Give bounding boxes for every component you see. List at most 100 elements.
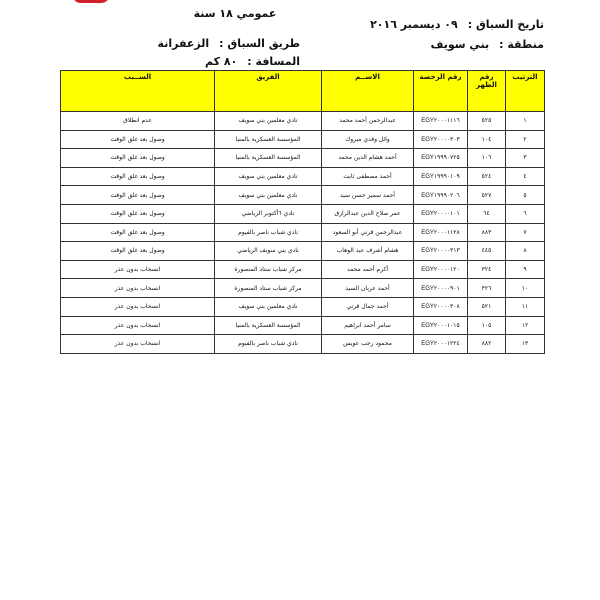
cell-rank: ١٢ (505, 315, 545, 336)
cell-team: نادي معلمين بني سويف (214, 166, 322, 187)
cell-reason: انسحاب بدون عذر (60, 334, 215, 354)
cell-reason: وصول بعد غلق الوقت (60, 148, 215, 168)
cell-bib-number: ٥٢٧ (467, 185, 506, 205)
route-label: طريق السباق : (219, 37, 300, 50)
page-title: عمومي ١٨ سنة (193, 7, 277, 20)
cell-name: أحمد سمير حسن سيد (321, 185, 414, 205)
cell-license-number: EGY٢٠٠٠٠٣٠٨ (413, 296, 468, 317)
column-header-team: الفريق (214, 70, 322, 112)
cell-bib-number: ٤٤٥ (467, 241, 506, 261)
table-row: ١ ٥٢٥ EGY٢٠٠٠١١١٦ عبدالرحمن أحمد محمد نادي م… (60, 111, 545, 131)
cell-team: نادي شباب ناصر بالفيوم (214, 334, 322, 354)
cell-name: محمود رجب عويس (321, 334, 414, 354)
cell-rank: ٩ (505, 259, 545, 280)
cell-team: نادي شباب ناصر بالفيوم (214, 222, 322, 243)
cell-license-number: EGY٢٠٠٠٠٩٠١ (413, 278, 468, 298)
cell-rank: ٢ (505, 129, 545, 150)
cell-bib-number: ٥٢٤ (467, 166, 506, 187)
race-date: تاريخ السباق : ٠٩ ديسمبر ٢٠١٦ (370, 18, 544, 31)
cell-team: نادي معلمين بني سويف (214, 296, 322, 317)
table-row: ١٢ ١٠٥ EGY٢٠٠٠١٠١٥ سامر أحمد ابراهيم المؤسسة… (60, 315, 545, 336)
cell-team: المؤسسة العسكرية بالمنيا (214, 129, 322, 150)
column-header-bib-number: رقم الظهر (467, 70, 506, 112)
cell-team: نادي ٦أكتوبر الرياضي (214, 203, 322, 224)
cell-bib-number: ٣٢٦ (467, 278, 506, 298)
cell-bib-number: ٣٢٤ (467, 259, 506, 280)
cell-bib-number: ١٠٥ (467, 315, 506, 336)
cell-license-number: EGY٢٠٠٠٠١٢٠ (413, 259, 468, 280)
cell-rank: ٥ (505, 185, 545, 205)
cell-team: المؤسسة العسكرية بالمنيا (214, 315, 322, 336)
cell-license-number: EGY٢٠٠٠١١١٦ (413, 111, 468, 131)
cell-reason: وصول بعد غلق الوقت (60, 129, 215, 150)
cell-rank: ٤ (505, 166, 545, 187)
table-row: ٩ ٣٢٤ EGY٢٠٠٠٠١٢٠ أكرم أحمد محمد مركز شباب س… (60, 259, 545, 280)
cell-rank: ١٠ (505, 278, 545, 298)
cell-rank: ١١ (505, 296, 545, 317)
cell-team: نادي بني سويف الرياضي (214, 241, 322, 261)
cell-name: أحمد هشام الدين محمد (321, 148, 414, 168)
cell-rank: ٦ (505, 203, 545, 224)
cell-reason: وصول بعد غلق الوقت (60, 241, 215, 261)
cell-rank: ٣ (505, 148, 545, 168)
region: منطقة : بني سويف (431, 38, 544, 51)
cell-reason: عدم انطلاق (60, 111, 215, 131)
cell-team: نادي معلمين بني سويف (214, 185, 322, 205)
cell-rank: ٧ (505, 222, 545, 243)
table-row: ٨ ٤٤٥ EGY٢٠٠٠٠٣١٣ هشام أشرف عبد الوهاب نادي … (60, 241, 545, 261)
cell-license-number: EGY١٩٩٩٠٧٢٥ (413, 148, 468, 168)
cell-rank: ١٣ (505, 334, 545, 354)
cell-name: أحمد مصطفى ثابت (321, 166, 414, 187)
distance-value: ٨٠ كم (205, 55, 238, 68)
route-value: الزعفرانة (157, 37, 210, 50)
table-row: ٣ ١٠٦ EGY١٩٩٩٠٧٢٥ أحمد هشام الدين محمد المؤس… (60, 148, 545, 168)
cell-license-number: EGY١٩٩٩٠٢٠٦ (413, 185, 468, 205)
region-label: منطقة : (499, 38, 544, 51)
cell-bib-number: ٥٢١ (467, 296, 506, 317)
cell-license-number: EGY٢٠٠٠٠٣٠٣ (413, 129, 468, 150)
logo (72, 0, 110, 3)
cell-bib-number: ١٠٦ (467, 148, 506, 168)
cell-team: المؤسسة العسكرية بالمنيا (214, 148, 322, 168)
cell-bib-number: ١٠٤ (467, 129, 506, 150)
cell-name: سامر أحمد ابراهيم (321, 315, 414, 336)
cell-license-number: EGY٢٠٠٠٠٣١٣ (413, 241, 468, 261)
cell-reason: انسحاب بدون عذر (60, 278, 215, 298)
cell-license-number: EGY٢٠٠٠١٢٢٤ (413, 334, 468, 354)
table-row: ٤ ٥٢٤ EGY١٩٩٩٠١٠٩ أحمد مصطفى ثابت نادي معلمي… (60, 166, 545, 187)
cell-reason: وصول بعد غلق الوقت (60, 185, 215, 205)
cell-rank: ١ (505, 111, 545, 131)
cell-name: عبدالرحمن أحمد محمد (321, 111, 414, 131)
cell-name: أحمد جمال قرني (321, 296, 414, 317)
cell-name: هشام أشرف عبد الوهاب (321, 241, 414, 261)
table-row: ٦ ٦٤ EGY٢٠٠٠٠١٠١ عمر صلاح الدين عبدالرازق نا… (60, 203, 545, 224)
cell-reason: انسحاب بدون عذر (60, 296, 215, 317)
cell-bib-number: ٦٤ (467, 203, 506, 224)
region-value: بني سويف (430, 38, 490, 51)
cell-reason: وصول بعد غلق الوقت (60, 166, 215, 187)
distance-label: المسافة : (247, 55, 300, 68)
cell-name: عبدالرحمن قرني أبو السعود (321, 222, 414, 243)
cell-reason: وصول بعد غلق الوقت (60, 203, 215, 224)
cell-team: مركز شباب ستاد المنصورة (214, 278, 322, 298)
cell-bib-number: ٨٨٢ (467, 334, 506, 354)
cell-team: مركز شباب ستاد المنصورة (214, 259, 322, 280)
cell-bib-number: ٥٢٥ (467, 111, 506, 131)
cell-name: أكرم أحمد محمد (321, 259, 414, 280)
cell-license-number: EGY٢٠٠٠٠١٠١ (413, 203, 468, 224)
cell-license-number: EGY٢٠٠٠١١٢٨ (413, 222, 468, 243)
table-row: ٧ ٨٨٣ EGY٢٠٠٠١١٢٨ عبدالرحمن قرني أبو السعود… (60, 222, 545, 243)
table-header-row: الترتيب رقم الظهر رقم الرخصة الاســم الفريق ا… (60, 70, 545, 112)
cell-reason: انسحاب بدون عذر (60, 259, 215, 280)
cell-team: نادي معلمين بني سويف (214, 111, 322, 131)
column-header-license-number: رقم الرخصة (413, 70, 468, 112)
race-date-value: ٠٩ ديسمبر ٢٠١٦ (370, 18, 458, 31)
race-date-label: تاريخ السباق : (467, 18, 544, 31)
table-row: ٥ ٥٢٧ EGY١٩٩٩٠٢٠٦ أحمد سمير حسن سيد نادي معل… (60, 185, 545, 205)
table-row: ٢ ١٠٤ EGY٢٠٠٠٠٣٠٣ وائل وفدي مبروك المؤسسة ال… (60, 129, 545, 150)
race-distance: المسافة : ٨٠ كم (205, 55, 300, 68)
cell-bib-number: ٨٨٣ (467, 222, 506, 243)
cell-reason: وصول بعد غلق الوقت (60, 222, 215, 243)
results-table: الترتيب رقم الظهر رقم الرخصة الاســم الفريق ا… (60, 70, 545, 354)
column-header-reason: الســبب (60, 70, 215, 112)
